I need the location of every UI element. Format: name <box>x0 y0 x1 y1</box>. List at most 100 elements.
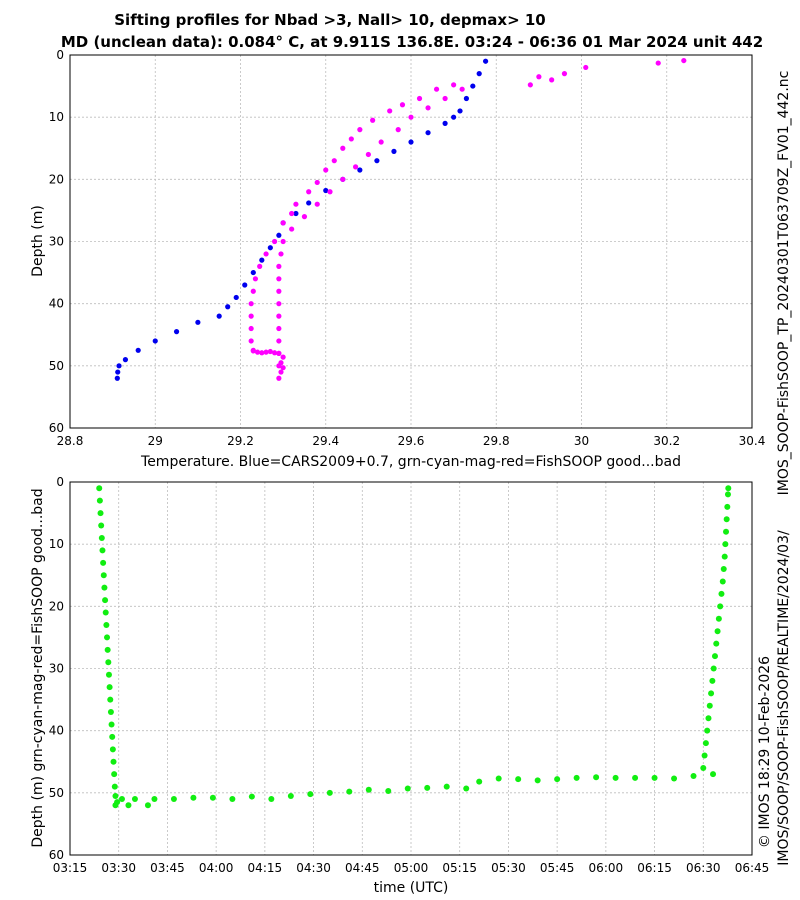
depth-time-point <box>97 510 104 517</box>
temperature-point-cars2009-0-7 <box>242 282 248 288</box>
temperature-point-fishsoop-up <box>276 276 282 282</box>
depth-time-point <box>125 802 132 809</box>
depth-time-ytick-label: 20 <box>49 599 64 613</box>
depth-time-point <box>102 609 109 616</box>
temperature-point-cars2009-0-7 <box>225 304 231 310</box>
depth-time-point <box>715 615 722 622</box>
temperature-point-fishsoop-up <box>276 375 282 381</box>
depth-time-point <box>111 783 118 790</box>
temperature-point-fishsoop-down <box>252 276 259 282</box>
temperature-point-fishsoop-surface <box>536 74 542 80</box>
depth-time-point <box>671 775 678 782</box>
temperature-point-fishsoop-down <box>399 102 406 108</box>
depth-time-xtick-label: 06:00 <box>589 861 624 875</box>
depth-time-ytick-label: 60 <box>49 848 64 862</box>
depth-time-point <box>725 485 732 492</box>
depth-time-point <box>110 758 117 765</box>
depth-time-point <box>700 764 707 771</box>
depth-time-point <box>104 646 111 653</box>
depth-time-point <box>346 788 353 795</box>
depth-time-xtick-label: 03:30 <box>101 861 136 875</box>
temperature-point-fishsoop-up <box>280 238 286 245</box>
temperature-point-fishsoop-up <box>442 95 448 102</box>
depth-time-point <box>722 541 729 548</box>
depth-time-point <box>105 671 112 678</box>
temperature-point-cars2009-0-7 <box>276 232 282 238</box>
temperature-point-fishsoop-up <box>395 127 401 133</box>
temperature-xtick-label: 29.8 <box>483 434 510 448</box>
depth-time-point <box>98 534 105 541</box>
depth-time-point <box>690 773 697 780</box>
depth-time-point <box>713 640 720 647</box>
depth-time-point <box>424 784 431 791</box>
temperature-ytick-label: 0 <box>56 48 64 62</box>
depth-time-point <box>705 715 712 722</box>
depth-time-point <box>104 634 111 641</box>
temperature-point-cars2009-0-7 <box>451 114 457 120</box>
depth-time-point <box>151 796 158 803</box>
depth-time-point <box>209 794 216 801</box>
depth-time-point <box>107 709 114 716</box>
temperature-point-cars2009-0-7 <box>122 357 129 363</box>
depth-time-point <box>101 584 108 591</box>
temperature-point-fishsoop-up <box>327 189 333 195</box>
temperature-point-cars2009-0-7 <box>293 210 299 217</box>
depth-time-point <box>365 786 372 793</box>
depth-time-xtick-label: 04:00 <box>199 861 234 875</box>
temperature-point-fishsoop-up <box>276 263 282 269</box>
temperature-point-fishsoop-up <box>378 139 384 145</box>
depth-time-point <box>704 727 711 734</box>
temperature-point-cars2009-0-7 <box>470 83 476 89</box>
temperature-point-fishsoop-bottom <box>254 349 261 355</box>
depth-time-point <box>711 653 718 660</box>
depth-time-axes-frame <box>69 481 753 856</box>
temperature-point-fishsoop-surface <box>583 64 589 71</box>
depth-time-point <box>103 621 110 628</box>
temperature-point-fishsoop-down <box>257 263 263 269</box>
temperature-point-cars2009-0-7 <box>442 120 448 126</box>
depth-time-point <box>112 792 119 799</box>
temperature-point-fishsoop-down <box>248 325 254 332</box>
depth-time-point <box>102 597 109 604</box>
depth-time-point <box>721 553 728 560</box>
temperature-point-fishsoop-up <box>352 164 359 170</box>
depth-time-point <box>170 796 177 803</box>
temperature-point-fishsoop-bottom <box>267 348 273 355</box>
temperature-point-fishsoop-up <box>276 288 282 294</box>
temperature-point-fishsoop-surface <box>655 60 661 66</box>
depth-time-point <box>307 791 314 798</box>
temperature-point-fishsoop-up <box>276 301 282 307</box>
temperature-point-cars2009-0-7 <box>115 369 121 375</box>
temperature-point-fishsoop-bottom <box>278 360 284 366</box>
temperature-ytick-label: 10 <box>49 110 64 124</box>
temperature-point-fishsoop-bottom <box>250 348 256 354</box>
depth-time-point <box>111 771 118 778</box>
depth-time-panel: 03:15 03:30 03:45 04:00 04:15 04:30 04:45 05:00… <box>30 475 769 896</box>
depth-time-point <box>717 603 724 610</box>
depth-time-xtick-label: 04:15 <box>248 861 283 875</box>
temperature-point-cars2009-0-7 <box>482 58 489 64</box>
depth-time-point <box>112 802 119 809</box>
side-copyright-label: © IMOS 18:29 10-Feb-2026 <box>757 656 773 848</box>
depth-time-xtick-label: 05:45 <box>540 861 575 875</box>
depth-time-point <box>632 774 639 781</box>
temperature-point-fishsoop-down <box>331 158 337 164</box>
temperature-point-cars2009-0-7 <box>114 375 120 381</box>
temperature-xlabel: Temperature. Blue=CARS2009+0.7, grn-cyan… <box>140 454 681 470</box>
depth-time-ytick-label: 50 <box>49 786 64 800</box>
temperature-xtick-label: 29.2 <box>227 434 254 448</box>
depth-time-point <box>724 503 731 510</box>
depth-time-point <box>702 740 709 747</box>
temperature-axes-frame <box>69 54 753 429</box>
depth-time-point <box>495 775 502 782</box>
depth-time-xtick-label: 04:45 <box>345 861 380 875</box>
temperature-point-cars2009-0-7 <box>476 71 482 77</box>
temperature-point-cars2009-0-7 <box>259 257 265 263</box>
temperature-point-fishsoop-up <box>289 226 295 232</box>
temperature-ytick-label: 30 <box>49 235 64 249</box>
temperature-point-cars2009-0-7 <box>250 269 256 276</box>
depth-time-point <box>719 578 726 585</box>
temperature-ytick-label: 40 <box>49 297 64 311</box>
temperature-xtick-label: 29.6 <box>398 434 425 448</box>
temperature-point-fishsoop-down <box>323 167 329 173</box>
